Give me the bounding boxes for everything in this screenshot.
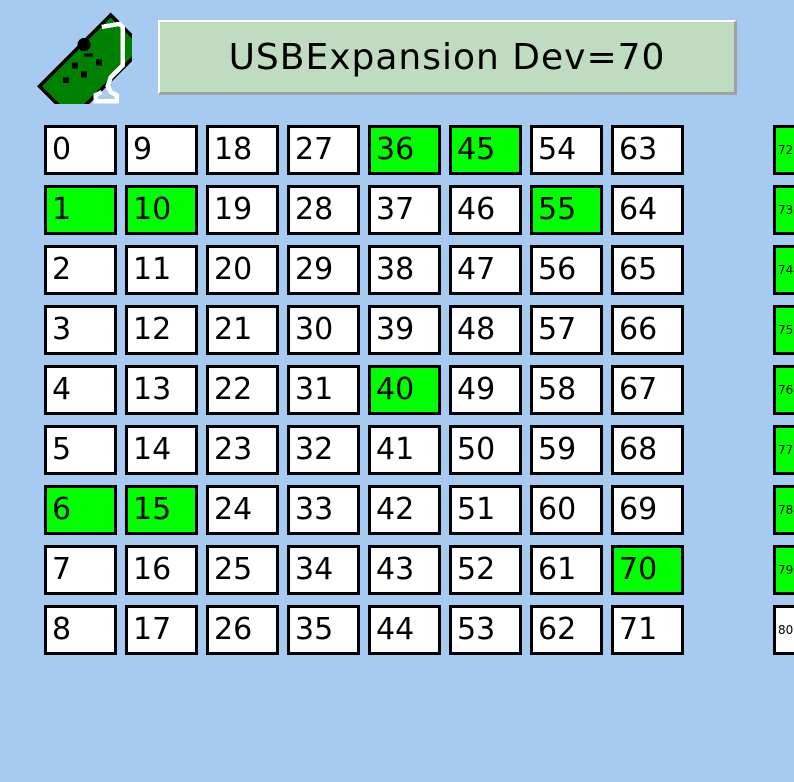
channel-button-13[interactable]: 13 <box>125 365 198 415</box>
channel-button-42[interactable]: 42 <box>368 485 441 535</box>
channel-button-23[interactable]: 23 <box>206 425 279 475</box>
channel-button-65[interactable]: 65 <box>611 245 684 295</box>
channel-button-17[interactable]: 17 <box>125 605 198 655</box>
channel-button-28[interactable]: 28 <box>287 185 360 235</box>
channel-button-1[interactable]: 1 <box>44 185 117 235</box>
channel-button-24[interactable]: 24 <box>206 485 279 535</box>
channel-button-70[interactable]: 70 <box>611 545 684 595</box>
device-title: USBExpansion Dev=70 <box>158 20 737 95</box>
channel-button-2[interactable]: 2 <box>44 245 117 295</box>
channel-button-32[interactable]: 32 <box>287 425 360 475</box>
channel-button-53[interactable]: 53 <box>449 605 522 655</box>
channel-button-56[interactable]: 56 <box>530 245 603 295</box>
channel-button-36[interactable]: 36 <box>368 125 441 175</box>
channel-button-38[interactable]: 38 <box>368 245 441 295</box>
channel-button-67[interactable]: 67 <box>611 365 684 415</box>
channel-button-25[interactable]: 25 <box>206 545 279 595</box>
channel-button-63[interactable]: 63 <box>611 125 684 175</box>
channel-button-3[interactable]: 3 <box>44 305 117 355</box>
channel-button-43[interactable]: 43 <box>368 545 441 595</box>
channel-button-77[interactable]: 77 <box>773 425 794 475</box>
channel-button-40[interactable]: 40 <box>368 365 441 415</box>
channel-button-64[interactable]: 64 <box>611 185 684 235</box>
channel-button-31[interactable]: 31 <box>287 365 360 415</box>
channel-button-54[interactable]: 54 <box>530 125 603 175</box>
channel-button-27[interactable]: 27 <box>287 125 360 175</box>
channel-button-14[interactable]: 14 <box>125 425 198 475</box>
channel-button-6[interactable]: 6 <box>44 485 117 535</box>
channel-button-29[interactable]: 29 <box>287 245 360 295</box>
channel-button-20[interactable]: 20 <box>206 245 279 295</box>
channel-button-34[interactable]: 34 <box>287 545 360 595</box>
channel-button-33[interactable]: 33 <box>287 485 360 535</box>
channel-button-16[interactable]: 16 <box>125 545 198 595</box>
channel-button-8[interactable]: 8 <box>44 605 117 655</box>
channel-button-75[interactable]: 75 <box>773 305 794 355</box>
channel-button-4[interactable]: 4 <box>44 365 117 415</box>
channel-button-79[interactable]: 79 <box>773 545 794 595</box>
channel-button-9[interactable]: 9 <box>125 125 198 175</box>
channel-button-73[interactable]: 73 <box>773 185 794 235</box>
channel-button-71[interactable]: 71 <box>611 605 684 655</box>
channel-button-21[interactable]: 21 <box>206 305 279 355</box>
channel-button-78[interactable]: 78 <box>773 485 794 535</box>
channel-button-37[interactable]: 37 <box>368 185 441 235</box>
channel-button-35[interactable]: 35 <box>287 605 360 655</box>
channel-button-61[interactable]: 61 <box>530 545 603 595</box>
channel-button-26[interactable]: 26 <box>206 605 279 655</box>
channel-button-62[interactable]: 62 <box>530 605 603 655</box>
channel-button-59[interactable]: 59 <box>530 425 603 475</box>
channel-button-45[interactable]: 45 <box>449 125 522 175</box>
channel-button-66[interactable]: 66 <box>611 305 684 355</box>
channel-button-48[interactable]: 48 <box>449 305 522 355</box>
channel-button-0[interactable]: 0 <box>44 125 117 175</box>
channel-button-46[interactable]: 46 <box>449 185 522 235</box>
channel-button-15[interactable]: 15 <box>125 485 198 535</box>
channel-button-18[interactable]: 18 <box>206 125 279 175</box>
channel-button-49[interactable]: 49 <box>449 365 522 415</box>
channel-button-10[interactable]: 10 <box>125 185 198 235</box>
channel-button-30[interactable]: 30 <box>287 305 360 355</box>
channel-button-57[interactable]: 57 <box>530 305 603 355</box>
channel-button-50[interactable]: 50 <box>449 425 522 475</box>
channel-button-12[interactable]: 12 <box>125 305 198 355</box>
channel-button-58[interactable]: 58 <box>530 365 603 415</box>
channel-button-39[interactable]: 39 <box>368 305 441 355</box>
channel-button-22[interactable]: 22 <box>206 365 279 415</box>
channel-button-5[interactable]: 5 <box>44 425 117 475</box>
channel-button-51[interactable]: 51 <box>449 485 522 535</box>
channel-button-80[interactable]: 80 <box>773 605 794 655</box>
channel-button-76[interactable]: 76 <box>773 365 794 415</box>
channel-button-41[interactable]: 41 <box>368 425 441 475</box>
channel-button-44[interactable]: 44 <box>368 605 441 655</box>
circuit-board-usb-icon <box>36 12 132 104</box>
channel-button-7[interactable]: 7 <box>44 545 117 595</box>
channel-button-11[interactable]: 11 <box>125 245 198 295</box>
channel-button-52[interactable]: 52 <box>449 545 522 595</box>
channel-button-72[interactable]: 72 <box>773 125 794 175</box>
channel-button-69[interactable]: 69 <box>611 485 684 535</box>
channel-button-47[interactable]: 47 <box>449 245 522 295</box>
channel-button-68[interactable]: 68 <box>611 425 684 475</box>
channel-button-74[interactable]: 74 <box>773 245 794 295</box>
channel-button-60[interactable]: 60 <box>530 485 603 535</box>
channel-button-19[interactable]: 19 <box>206 185 279 235</box>
channel-button-55[interactable]: 55 <box>530 185 603 235</box>
